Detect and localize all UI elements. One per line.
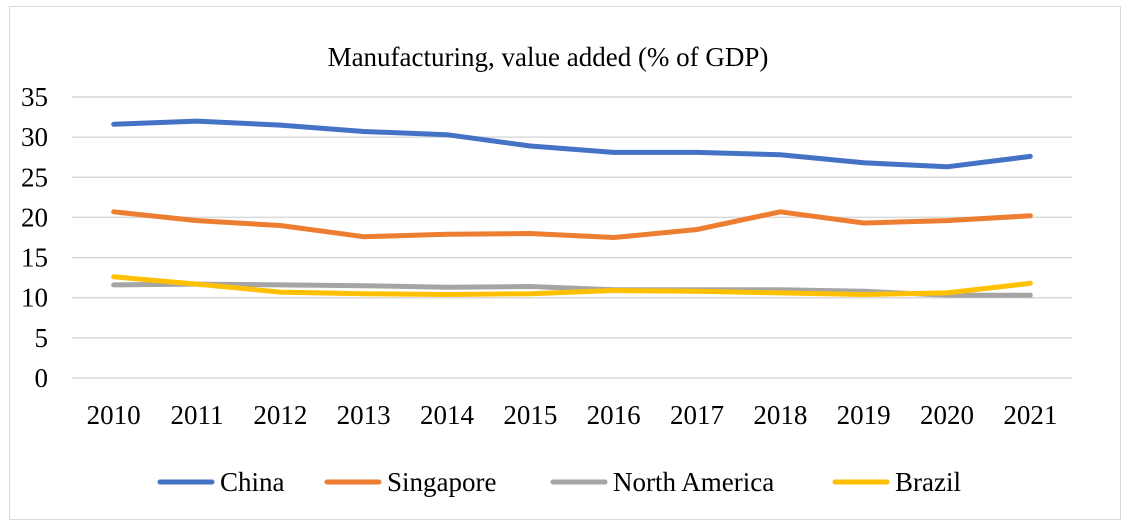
y-tick-label: 30 [21, 122, 48, 152]
x-tick-label: 2015 [503, 400, 557, 430]
x-tick-label: 2018 [753, 400, 807, 430]
x-tick-label: 2020 [920, 400, 974, 430]
y-tick-label: 35 [21, 82, 48, 112]
series-lines [111, 118, 1033, 298]
legend: China Singapore North America Brazil [157, 467, 961, 497]
x-tick-label: 2010 [87, 400, 141, 430]
x-tick-label: 2014 [420, 400, 475, 430]
y-tick-label: 25 [21, 162, 48, 192]
gridlines [72, 96, 1072, 379]
series-line-singapore [111, 209, 1033, 240]
legend-label-north-america: North America [613, 467, 774, 497]
x-tick-label: 2011 [171, 400, 224, 430]
chart-title: Manufacturing, value added (% of GDP) [328, 42, 769, 72]
x-tick-label: 2021 [1003, 400, 1057, 430]
x-axis-ticks: 2010 2011 2012 2013 2014 2015 2016 2017 2018 2019… [87, 400, 1058, 430]
legend-label-china: China [220, 467, 285, 497]
y-tick-label: 5 [35, 323, 49, 353]
chart-area [9, 6, 1121, 520]
x-tick-label: 2019 [837, 400, 891, 430]
x-tick-label: 2013 [337, 400, 391, 430]
x-tick-label: 2016 [587, 400, 641, 430]
legend-label-singapore: Singapore [387, 467, 496, 497]
y-tick-label: 10 [21, 283, 48, 313]
y-tick-label: 0 [35, 363, 49, 393]
series-line-china [111, 118, 1033, 170]
x-tick-label: 2017 [670, 400, 724, 430]
y-axis-ticks: 0 5 10 15 20 25 30 35 [21, 82, 48, 393]
y-tick-label: 15 [21, 243, 48, 273]
x-tick-label: 2012 [253, 400, 307, 430]
series-line-brazil [111, 274, 1033, 297]
legend-label-brazil: Brazil [895, 467, 961, 497]
y-tick-label: 20 [21, 202, 48, 232]
